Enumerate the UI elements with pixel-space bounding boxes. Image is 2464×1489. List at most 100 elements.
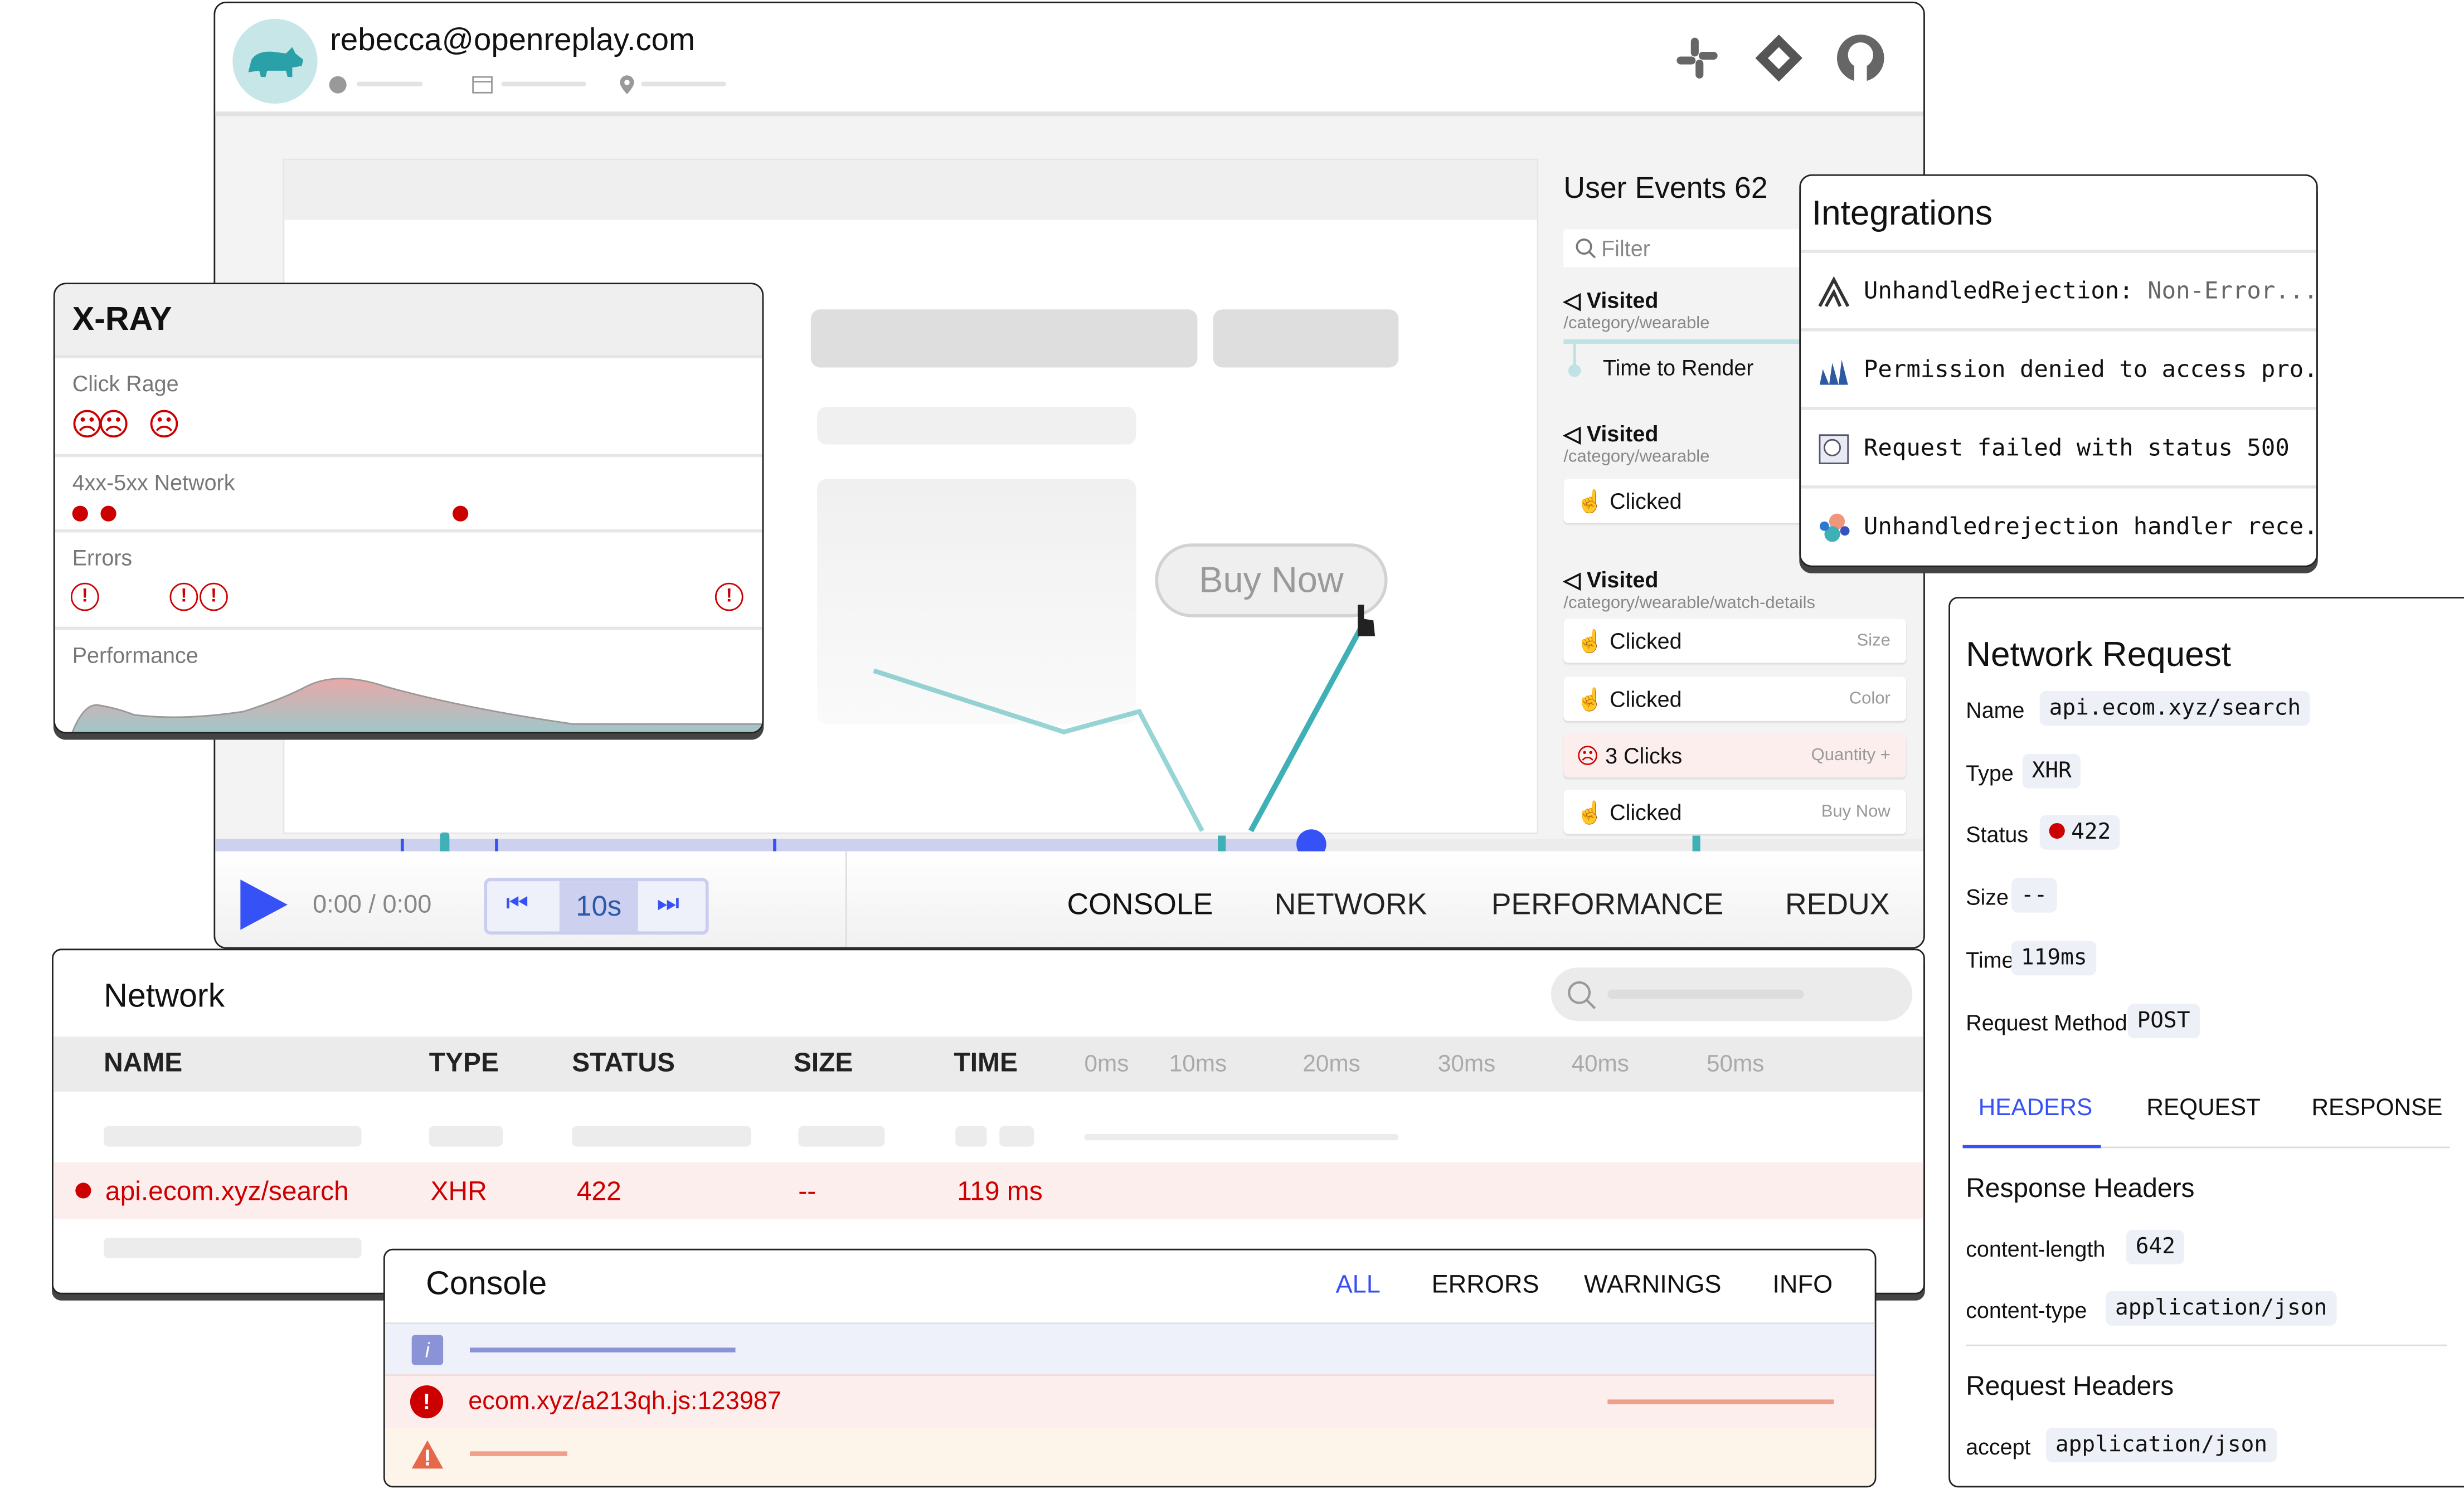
placeholder-row <box>798 1126 885 1147</box>
tab-performance[interactable]: PERFORMANCE <box>1491 889 1724 922</box>
field-value-text: api.ecom.xyz/search <box>2049 695 2301 721</box>
event-visited[interactable]: ◁ Visited/category/wearable <box>1563 421 1710 467</box>
field-value-text: 422 <box>2071 820 2111 845</box>
console-panel: Console ALL ERRORS WARNINGS INFO i ! eco… <box>383 1248 1877 1488</box>
event-click-rage[interactable]: ☹ 3 Clicks Quantity + <box>1563 733 1907 778</box>
playback-time: 0:00 / 0:00 <box>313 892 432 919</box>
tab-response[interactable]: RESPONSE <box>2311 1094 2443 1122</box>
field-label: Request Method <box>1966 1010 2127 1035</box>
col-size[interactable]: SIZE <box>793 1048 853 1078</box>
integration-item[interactable]: UnhandledRejection: Non-Error... <box>1801 250 2316 328</box>
timeline-marker <box>1692 835 1700 855</box>
tab-request[interactable]: REQUEST <box>2146 1094 2261 1122</box>
status-dot <box>2049 823 2065 839</box>
canvas-topbar <box>284 160 1537 220</box>
hand-cursor-icon <box>1358 605 1376 636</box>
field-value-text: XHR <box>2032 758 2072 784</box>
network-search-input[interactable] <box>1551 967 1913 1021</box>
skip-interval[interactable]: 10s <box>559 881 638 932</box>
console-tab-info[interactable]: INFO <box>1772 1272 1833 1299</box>
tab-console[interactable]: CONSOLE <box>1067 889 1213 922</box>
xray-row-network: 4xx-5xx Network <box>55 454 762 529</box>
error-icon[interactable]: ! <box>70 582 99 611</box>
divider <box>1966 1344 2447 1346</box>
header-label: content-length <box>1966 1236 2106 1262</box>
xray-row-click-rage: Click Rage ☹☹ ☹ <box>55 355 762 454</box>
tab-headers[interactable]: HEADERS <box>1978 1094 2093 1122</box>
github-icon[interactable] <box>1834 31 1887 85</box>
field-label: Type <box>1966 760 2014 786</box>
xray-header <box>55 284 762 356</box>
error-icon[interactable]: ! <box>169 582 198 611</box>
avatar <box>232 18 318 104</box>
placeholder <box>810 309 1198 368</box>
datadog-icon <box>1819 434 1849 464</box>
placeholder <box>470 1451 567 1456</box>
error-icon[interactable]: ! <box>200 582 228 611</box>
event-clicked[interactable]: ☝ Clicked Color <box>1563 677 1907 721</box>
rage-icon: ☹ <box>1576 743 1600 768</box>
timeline-track[interactable] <box>215 829 1924 859</box>
timeline-tick: 50ms <box>1706 1050 1765 1078</box>
play-icon[interactable] <box>239 878 289 932</box>
row-time: 119 ms <box>957 1176 1043 1206</box>
field-value-text: 119ms <box>2020 945 2087 971</box>
tab-network[interactable]: NETWORK <box>1274 889 1427 922</box>
performance-chart <box>71 678 762 732</box>
row-status: 422 <box>576 1176 621 1206</box>
skip-back-button[interactable]: ⏮ <box>506 891 529 918</box>
field-value: 422 <box>2039 815 2121 850</box>
request-headers-title: Request Headers <box>1966 1371 2174 1402</box>
integrations-panel: Integrations UnhandledRejection: Non-Err… <box>1799 174 2318 567</box>
console-tab-warnings[interactable]: WARNINGS <box>1584 1272 1722 1299</box>
field-value: 119ms <box>2011 941 2097 976</box>
placeholder <box>1607 989 1804 999</box>
integration-item[interactable]: Permission denied to access pro... <box>1801 328 2316 407</box>
event-clicked[interactable]: ☝ Clicked Size <box>1563 619 1907 663</box>
field-value-text: -- <box>2020 883 2048 908</box>
network-row-error[interactable]: api.ecom.xyz/search XHR 422 -- 119 ms <box>53 1162 1924 1219</box>
field-value: POST <box>2127 1004 2200 1039</box>
user-email: rebecca@openreplay.com <box>330 23 696 59</box>
console-row-error[interactable]: ! ecom.xyz/a213qh.js:123987 <box>385 1374 1875 1428</box>
filter-placeholder: Filter <box>1601 235 1650 261</box>
col-time[interactable]: TIME <box>954 1048 1018 1078</box>
error-icon[interactable]: ! <box>715 582 743 611</box>
skip-forward-button[interactable]: ⏭ <box>657 891 680 918</box>
render-dot <box>1568 364 1581 377</box>
integration-item[interactable]: Unhandledrejection handler rece.. <box>1801 485 2316 564</box>
event-clicked[interactable]: ☝ Clicked Buy Now <box>1563 790 1907 834</box>
console-tab-all[interactable]: ALL <box>1335 1272 1381 1299</box>
user-events-panel: User Events 62 Filter ◁ Visited/category… <box>1563 160 1923 835</box>
event-visited[interactable]: ◁ Visited/category/wearable/watch-detail… <box>1563 567 1816 613</box>
rage-icon[interactable]: ☹ <box>148 408 181 443</box>
timeline-tick: 0ms <box>1084 1050 1129 1078</box>
xray-row-performance: Performance <box>55 626 762 732</box>
network-error-dot[interactable] <box>100 505 116 522</box>
console-row-warning[interactable] <box>385 1428 1875 1486</box>
slack-icon[interactable] <box>1674 35 1721 82</box>
network-error-dot[interactable] <box>72 505 88 522</box>
tab-redux[interactable]: REDUX <box>1785 889 1890 922</box>
jira-icon[interactable] <box>1752 31 1806 85</box>
rage-icon[interactable]: ☹☹ <box>70 408 130 443</box>
info-icon: i <box>411 1335 444 1365</box>
console-tab-errors[interactable]: ERRORS <box>1431 1272 1539 1299</box>
event-visited[interactable]: ◁ Visited/category/wearable <box>1563 287 1710 333</box>
placeholder-row <box>1084 1134 1399 1141</box>
row-type: XHR <box>430 1176 487 1206</box>
field-label: Size <box>1966 884 2009 909</box>
tab-divider <box>2101 1146 2450 1149</box>
integration-item[interactable]: Request failed with status 500 <box>1801 407 2316 485</box>
console-row-info[interactable]: i <box>385 1322 1875 1375</box>
time-to-render: Time to Render <box>1602 355 1754 381</box>
network-error-dot[interactable] <box>453 505 469 522</box>
col-status[interactable]: STATUS <box>572 1048 675 1078</box>
elastic-icon <box>1819 513 1850 542</box>
placeholder <box>1213 309 1399 368</box>
buy-now-button[interactable]: Buy Now <box>1155 543 1388 617</box>
col-type[interactable]: TYPE <box>429 1048 499 1078</box>
warning-icon <box>411 1440 444 1469</box>
col-name[interactable]: NAME <box>104 1048 183 1078</box>
timeline-tick: 40ms <box>1571 1050 1629 1078</box>
